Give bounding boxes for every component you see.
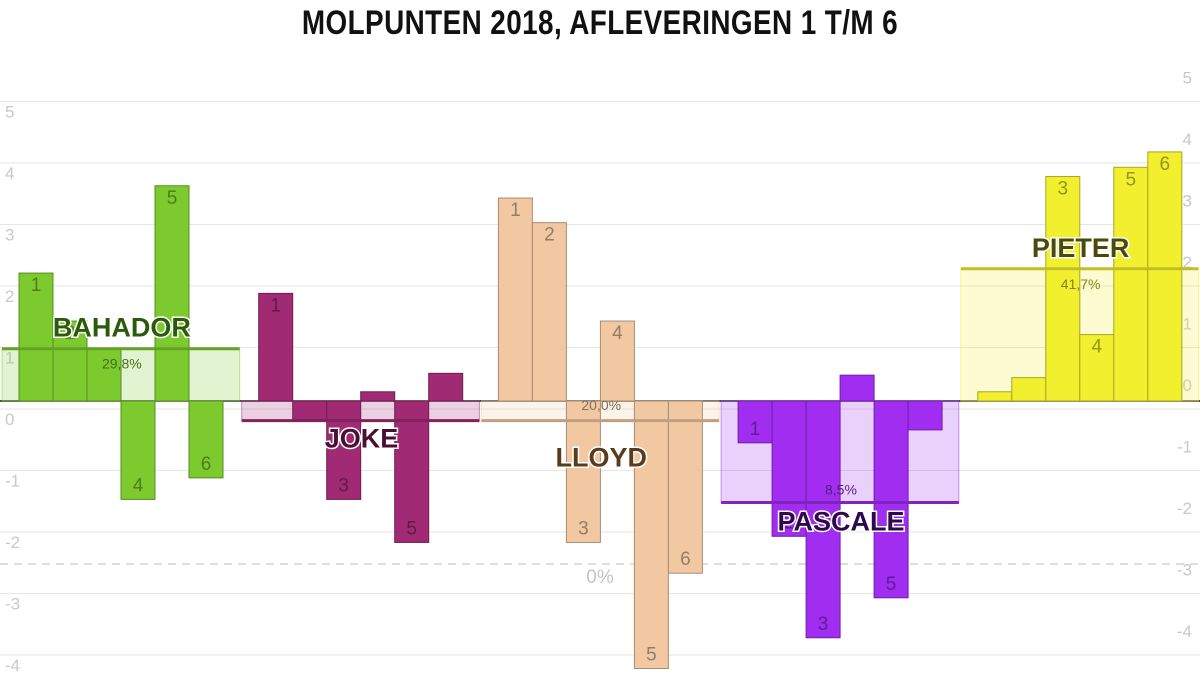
bar-label-joke-ep3: 3	[338, 475, 349, 496]
bar-pascale-ep4	[839, 374, 875, 402]
bar-label-bahador-ep1: 1	[31, 275, 42, 296]
bar-label-lloyd-ep3: 3	[578, 518, 589, 539]
bar-joke-ep3	[326, 400, 362, 500]
right-tick-label: -4	[1177, 622, 1192, 641]
left-tick-label: -4	[5, 656, 20, 675]
right-tick-label: -1	[1177, 438, 1192, 457]
bar-label-pieter-ep5: 5	[1126, 169, 1137, 190]
contestant-name-pascale: PASCALE	[777, 506, 904, 536]
bar-bahador-ep2	[52, 320, 88, 402]
bar-joke-ep1	[258, 292, 294, 402]
reference-line: 0%	[0, 563, 1200, 588]
bar-label-pascale-ep1: 1	[750, 419, 761, 440]
right-tick-label: -2	[1177, 499, 1192, 518]
bar-bahador-ep5	[154, 185, 190, 402]
contestant-percentage-pascale: 8,5%	[825, 481, 857, 497]
bar-pascale-ep5	[873, 400, 909, 599]
bar-label-bahador-ep6: 6	[201, 454, 212, 475]
bar-pieter-ep4	[1079, 334, 1115, 402]
contestant-percentage-bahador: 29,8%	[102, 356, 142, 372]
bars	[18, 151, 1183, 670]
contestant-percentage-pieter: 41,7%	[1061, 276, 1101, 292]
bar-label-lloyd-ep6: 6	[680, 549, 691, 570]
bar-label-bahador-ep2: 2	[65, 323, 76, 344]
contestant-name-lloyd: LLOYD	[556, 443, 648, 473]
bar-label-pascale-ep5: 5	[886, 574, 897, 595]
contestant-name-joke: JOKE	[325, 424, 399, 454]
left-tick-label: -3	[5, 595, 20, 614]
bar-lloyd-ep4	[599, 320, 635, 402]
right-tick-label: 0	[1183, 376, 1192, 395]
right-tick-label: 2	[1183, 253, 1192, 272]
bar-label-pieter-ep4: 4	[1092, 337, 1103, 358]
right-tick-label: 5	[1183, 69, 1192, 88]
bar-label-joke-ep5: 5	[406, 518, 417, 539]
left-tick-label: 0	[5, 410, 14, 429]
bar-lloyd-ep6	[667, 400, 703, 574]
left-tick-label: 1	[5, 349, 14, 368]
left-tick-label: -1	[5, 472, 20, 491]
bar-pieter-ep5	[1113, 166, 1149, 402]
bar-label-pascale-ep2: 2	[784, 512, 795, 533]
bar-pascale-ep2	[771, 400, 807, 537]
right-axis: 5 4 3 2 1 0 -1 -2 -3 -4	[1177, 69, 1192, 642]
bar-lloyd-ep1	[497, 197, 533, 402]
right-tick-label: -3	[1177, 561, 1192, 580]
bar-label-lloyd-ep5: 5	[646, 645, 657, 666]
bar-label-bahador-ep4: 4	[133, 475, 144, 496]
left-tick-label: 5	[5, 103, 14, 122]
left-tick-label: 4	[5, 164, 14, 183]
bar-pascale-ep1	[737, 400, 773, 444]
bar-pieter-ep2	[1011, 377, 1047, 402]
bar-pieter-ep6	[1147, 151, 1183, 402]
contestant-percentage-lloyd: 20,0%	[581, 397, 621, 413]
bar-joke-ep2	[292, 400, 328, 420]
bar-label-bahador-ep5: 5	[167, 188, 178, 209]
bar-pascale-ep3	[805, 400, 841, 639]
labels: 12456BAHADOR29,8%135JOKE123456LLOYD20,0%…	[2, 154, 1199, 666]
bar-label-pascale-ep3: 3	[818, 614, 829, 635]
bar-lloyd-ep2	[531, 222, 567, 402]
right-tick-label: 4	[1183, 130, 1192, 149]
left-tick-label: 3	[5, 226, 14, 245]
bar-label-lloyd-ep1: 1	[510, 200, 521, 221]
bar-label-lloyd-ep2: 2	[544, 225, 555, 246]
bar-label-lloyd-ep4: 4	[612, 323, 623, 344]
bar-label-joke-ep1: 1	[270, 295, 281, 316]
right-tick-label: 1	[1183, 315, 1192, 334]
bar-pieter-ep1	[977, 391, 1013, 402]
bar-joke-ep4	[360, 391, 396, 402]
bar-bahador-ep4	[120, 400, 156, 500]
bar-bahador-ep1	[18, 272, 54, 402]
chart-title: MOLPUNTEN 2018, AFLEVERINGEN 1 T/M 6	[301, 4, 899, 42]
bar-joke-ep6	[428, 372, 464, 402]
reference-label: 0%	[586, 567, 614, 588]
right-tick-label: 3	[1183, 192, 1192, 211]
contestant-name-pieter: PIETER	[1032, 233, 1130, 263]
bar-bahador-ep6	[188, 400, 224, 479]
contestant-name-bahador: BAHADOR	[53, 313, 191, 343]
bar-lloyd-ep3	[565, 400, 601, 543]
bar-joke-ep5	[394, 400, 430, 543]
bar-label-pieter-ep6: 6	[1160, 154, 1171, 175]
left-tick-label: 2	[5, 287, 14, 306]
left-tick-label: -2	[5, 533, 20, 552]
bar-pascale-ep6	[907, 400, 943, 431]
bar-lloyd-ep5	[633, 400, 669, 670]
bar-label-pieter-ep3: 3	[1058, 179, 1069, 200]
bar-bahador-ep3	[86, 348, 122, 402]
left-axis: 5 4 3 2 1 0 -1 -2 -3 -4	[5, 103, 20, 676]
bar-pieter-ep3	[1045, 176, 1081, 402]
